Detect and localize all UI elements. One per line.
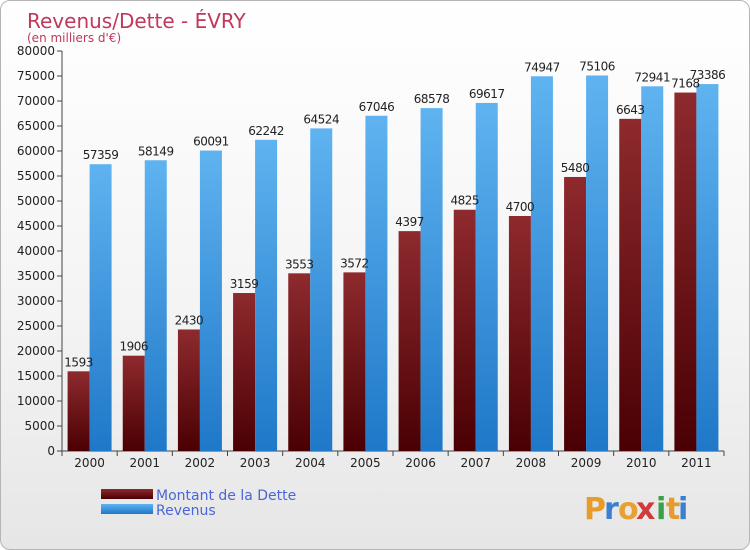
data-label-dette: 3159 bbox=[230, 277, 259, 291]
data-label-revenus: 58149 bbox=[138, 144, 174, 158]
bar-dette bbox=[398, 231, 421, 451]
bar-revenus bbox=[420, 108, 443, 452]
data-label-dette: 4397 bbox=[395, 215, 424, 229]
bar-revenus bbox=[310, 128, 333, 451]
x-tick-label: 2011 bbox=[681, 456, 712, 470]
logo-letter: x bbox=[636, 492, 655, 527]
legend-swatch-dette bbox=[101, 489, 153, 499]
bar-dette bbox=[674, 92, 697, 451]
bar-revenus bbox=[89, 164, 112, 451]
data-label-revenus: 68578 bbox=[414, 92, 450, 106]
y-tick-label: 60000 bbox=[17, 144, 55, 158]
data-label-dette: 3553 bbox=[285, 257, 314, 271]
y-tick-label: 20000 bbox=[17, 344, 55, 358]
axes: 0 5000 10000 15000 20000 25000 30000 35000 40000… bbox=[17, 44, 725, 470]
data-label-revenus: 64524 bbox=[303, 112, 339, 126]
data-label-dette: 4825 bbox=[450, 194, 479, 208]
x-tick-label: 2000 bbox=[74, 456, 105, 470]
data-label-revenus: 69617 bbox=[469, 87, 505, 101]
logo-letter: i bbox=[678, 492, 688, 527]
proxiti-logo: Pr ox i ti bbox=[584, 492, 688, 527]
logo-letter: r bbox=[604, 492, 619, 527]
y-tick-label: 40000 bbox=[17, 244, 55, 258]
bar-revenus bbox=[696, 84, 719, 451]
x-tick-label: 2005 bbox=[350, 456, 381, 470]
data-label-revenus: 60091 bbox=[193, 135, 229, 149]
bar-revenus bbox=[255, 139, 278, 452]
bar-dette bbox=[233, 293, 256, 451]
y-tick-label: 35000 bbox=[17, 269, 55, 283]
data-label-dette: 6643 bbox=[616, 103, 645, 117]
x-tick-label: 2006 bbox=[405, 456, 436, 470]
bar-dette bbox=[67, 371, 90, 451]
bar-dette bbox=[122, 355, 145, 451]
x-tick-label: 2001 bbox=[129, 456, 160, 470]
data-label-dette: 4700 bbox=[506, 200, 535, 214]
bars bbox=[67, 75, 719, 452]
legend-label-revenus: Revenus bbox=[156, 503, 216, 519]
bar-dette bbox=[343, 272, 366, 451]
logo-letter: P bbox=[584, 492, 606, 527]
y-tick-label: 25000 bbox=[17, 319, 55, 333]
y-tick-label: 75000 bbox=[17, 69, 55, 83]
x-tick-label: 2003 bbox=[240, 456, 271, 470]
data-label-revenus: 62242 bbox=[248, 124, 284, 138]
x-tick-label: 2008 bbox=[516, 456, 547, 470]
bar-dette bbox=[508, 215, 531, 451]
legend-label-dette: Montant de la Dette bbox=[156, 488, 296, 504]
data-label-dette: 5480 bbox=[561, 161, 590, 175]
y-tick-label: 55000 bbox=[17, 169, 55, 183]
bar-revenus bbox=[144, 160, 167, 451]
y-tick-label: 15000 bbox=[17, 369, 55, 383]
bar-revenus bbox=[365, 115, 388, 452]
logo-letter: i bbox=[656, 492, 666, 527]
y-tick-label: 70000 bbox=[17, 94, 55, 108]
x-tick-label: 2007 bbox=[460, 456, 491, 470]
data-label-revenus: 57359 bbox=[83, 148, 119, 162]
bar-revenus bbox=[641, 86, 664, 452]
bar-revenus bbox=[199, 150, 222, 452]
data-label-revenus: 74947 bbox=[524, 60, 560, 74]
data-label-dette: 1593 bbox=[64, 355, 93, 369]
data-label-revenus: 73386 bbox=[690, 68, 726, 82]
x-tick-label: 2004 bbox=[295, 456, 326, 470]
data-label-dette: 7168 bbox=[671, 77, 700, 91]
bar-dette bbox=[453, 209, 476, 451]
x-tick-label: 2009 bbox=[571, 456, 602, 470]
y-tick-label: 10000 bbox=[17, 394, 55, 408]
bar-revenus bbox=[586, 75, 609, 451]
data-label-dette: 1906 bbox=[119, 340, 148, 354]
data-label-revenus: 72941 bbox=[634, 70, 670, 84]
chart-subtitle: (en milliers d'€) bbox=[27, 31, 121, 45]
bar-dette bbox=[619, 118, 642, 451]
x-tick-label: 2010 bbox=[626, 456, 657, 470]
data-label-dette: 2430 bbox=[175, 313, 204, 327]
data-label-dette: 3572 bbox=[340, 256, 369, 270]
x-tick-label: 2002 bbox=[185, 456, 216, 470]
legend: Montant de la Dette Revenus bbox=[101, 488, 296, 519]
data-labels: 1593 1906 2430 3159 3553 3572 4397 4825 4700 5480… bbox=[64, 59, 725, 369]
bar-revenus bbox=[530, 76, 553, 451]
logo-letter: o bbox=[618, 492, 639, 527]
legend-swatch-revenus bbox=[101, 504, 153, 514]
y-tick-label: 80000 bbox=[17, 44, 55, 58]
y-tick-label: 5000 bbox=[24, 419, 55, 433]
bar-dette bbox=[177, 329, 200, 451]
y-tick-label: 65000 bbox=[17, 119, 55, 133]
logo-letter: t bbox=[666, 492, 680, 527]
chart-title: Revenus/Dette - ÉVRY bbox=[27, 9, 247, 33]
bar-dette bbox=[288, 273, 311, 451]
bar-dette bbox=[564, 176, 587, 451]
data-label-revenus: 75106 bbox=[579, 59, 615, 73]
y-tick-label: 50000 bbox=[17, 194, 55, 208]
bar-revenus bbox=[475, 102, 498, 451]
data-label-revenus: 67046 bbox=[359, 100, 395, 114]
y-tick-label: 30000 bbox=[17, 294, 55, 308]
y-tick-label: 45000 bbox=[17, 219, 55, 233]
y-tick-label: 0 bbox=[47, 444, 55, 458]
